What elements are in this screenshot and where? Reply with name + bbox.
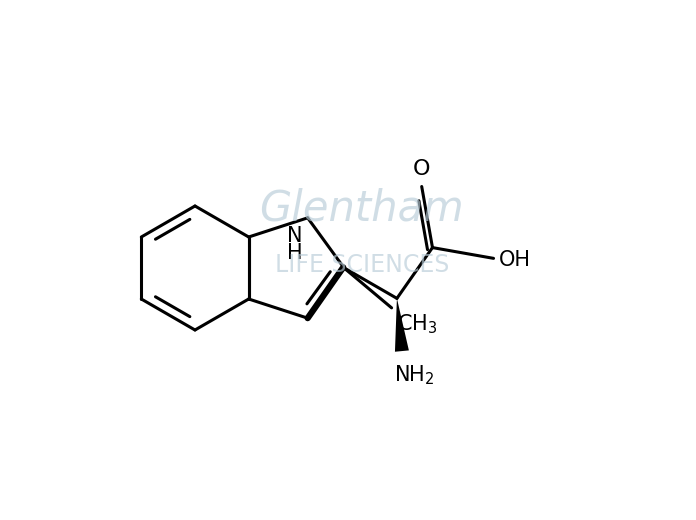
Text: H: H xyxy=(287,243,303,263)
Text: Glentham: Glentham xyxy=(260,187,464,229)
Text: NH$_2$: NH$_2$ xyxy=(394,363,434,387)
Text: LIFE SCIENCES: LIFE SCIENCES xyxy=(275,253,449,277)
Text: CH$_3$: CH$_3$ xyxy=(397,313,437,336)
Text: N: N xyxy=(287,226,303,246)
Text: OH: OH xyxy=(498,250,530,270)
Text: O: O xyxy=(413,159,430,178)
Polygon shape xyxy=(395,298,409,352)
